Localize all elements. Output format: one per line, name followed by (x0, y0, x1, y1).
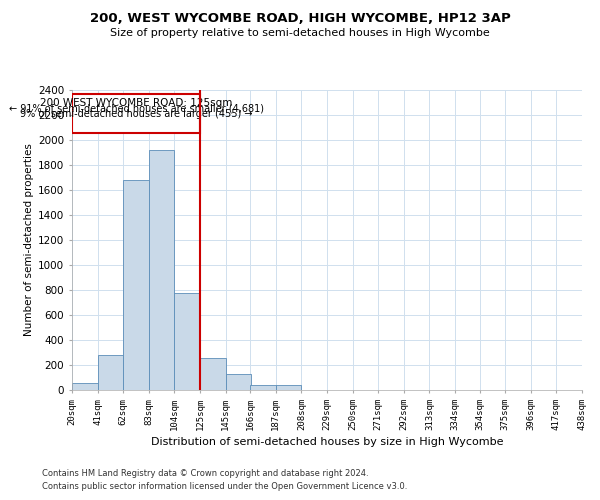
Text: Contains public sector information licensed under the Open Government Licence v3: Contains public sector information licen… (42, 482, 407, 491)
Text: 200, WEST WYCOMBE ROAD, HIGH WYCOMBE, HP12 3AP: 200, WEST WYCOMBE ROAD, HIGH WYCOMBE, HP… (89, 12, 511, 26)
Text: Size of property relative to semi-detached houses in High Wycombe: Size of property relative to semi-detach… (110, 28, 490, 38)
Bar (149, 150, 175, 390)
X-axis label: Distribution of semi-detached houses by size in High Wycombe: Distribution of semi-detached houses by … (151, 437, 503, 447)
Bar (276, 385, 301, 390)
Bar (72, 94, 200, 133)
Text: Contains HM Land Registry data © Crown copyright and database right 2024.: Contains HM Land Registry data © Crown c… (42, 468, 368, 477)
Text: ← 91% of semi-detached houses are smaller (4,681): ← 91% of semi-detached houses are smalle… (8, 104, 263, 114)
Y-axis label: Number of semi-detached properties: Number of semi-detached properties (24, 144, 34, 336)
Bar (123, 180, 149, 390)
Bar (250, 385, 276, 390)
Bar (175, 292, 200, 390)
Bar (226, 374, 251, 390)
Bar (98, 355, 123, 390)
Bar (72, 383, 98, 390)
Bar (200, 358, 226, 390)
Text: 9% of semi-detached houses are larger (455) →: 9% of semi-detached houses are larger (4… (20, 110, 253, 120)
Text: 200 WEST WYCOMBE ROAD: 125sqm: 200 WEST WYCOMBE ROAD: 125sqm (40, 98, 232, 108)
